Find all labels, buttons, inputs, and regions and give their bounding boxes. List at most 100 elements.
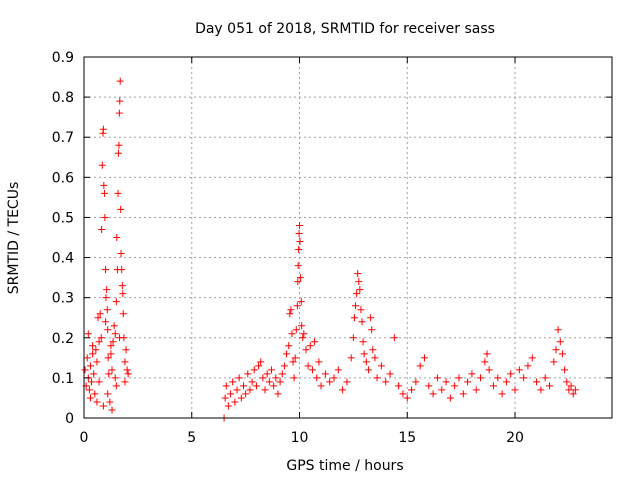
data-point — [108, 366, 116, 374]
data-point — [294, 278, 302, 286]
data-point — [403, 394, 411, 402]
data-point — [235, 374, 243, 382]
data-point — [121, 378, 129, 386]
data-point — [124, 370, 132, 378]
data-point — [498, 390, 506, 398]
data-point — [371, 354, 379, 362]
data-point — [104, 390, 112, 398]
data-point — [569, 390, 577, 398]
data-point — [257, 358, 265, 366]
data-point — [110, 322, 118, 330]
data-point — [358, 318, 366, 326]
y-tick-label: 0.6 — [52, 170, 74, 186]
data-point — [349, 334, 357, 342]
data-point — [103, 286, 111, 294]
data-point — [111, 374, 119, 382]
data-point — [442, 378, 450, 386]
data-point — [239, 382, 247, 390]
data-point — [511, 386, 519, 394]
data-point — [98, 161, 106, 169]
data-point — [293, 302, 301, 310]
data-point — [112, 382, 120, 390]
data-point — [116, 77, 124, 85]
data-point — [546, 382, 554, 390]
data-point — [556, 338, 564, 346]
data-point — [438, 386, 446, 394]
data-point — [524, 362, 532, 370]
data-point — [103, 306, 111, 314]
y-tick-label: 0.7 — [52, 130, 74, 146]
data-point — [295, 229, 303, 237]
data-point — [85, 386, 93, 394]
data-point — [468, 370, 476, 378]
data-point — [477, 374, 485, 382]
data-point — [528, 354, 536, 362]
data-point — [102, 266, 110, 274]
data-point — [446, 394, 454, 402]
y-tick-label: 0.2 — [52, 331, 74, 347]
data-point — [311, 338, 319, 346]
data-point — [104, 326, 112, 334]
data-point — [114, 149, 122, 157]
data-point — [494, 374, 502, 382]
data-point — [100, 189, 108, 197]
data-point — [459, 390, 467, 398]
x-tick-label: 20 — [506, 430, 524, 446]
data-point — [362, 358, 370, 366]
x-tick-label: 5 — [187, 430, 196, 446]
data-point — [297, 274, 305, 282]
data-point — [224, 402, 232, 410]
data-point — [104, 354, 112, 362]
data-point — [550, 358, 558, 366]
data-point — [86, 394, 94, 402]
data-point — [286, 310, 294, 318]
data-point — [95, 338, 103, 346]
data-point — [304, 362, 312, 370]
data-point — [563, 378, 571, 386]
data-point — [313, 374, 321, 382]
data-point — [221, 394, 229, 402]
data-point — [105, 370, 113, 378]
data-point — [552, 346, 560, 354]
data-point — [289, 358, 297, 366]
data-point — [280, 362, 288, 370]
data-point — [233, 386, 241, 394]
data-point — [377, 362, 385, 370]
x-axis-label: GPS time / hours — [286, 458, 403, 474]
data-point — [118, 266, 126, 274]
data-point — [295, 246, 303, 254]
data-point — [334, 366, 342, 374]
data-point — [259, 374, 267, 382]
data-point — [102, 318, 110, 326]
data-point — [297, 298, 305, 306]
data-point — [95, 378, 103, 386]
data-point — [298, 322, 306, 330]
data-point — [107, 342, 115, 350]
data-point — [227, 390, 235, 398]
data-point — [294, 262, 302, 270]
data-point — [108, 406, 116, 414]
data-point — [267, 366, 275, 374]
data-point — [300, 330, 308, 338]
data-point — [283, 350, 291, 358]
data-point — [86, 362, 94, 370]
data-point — [382, 378, 390, 386]
data-point — [93, 398, 101, 406]
data-point — [291, 354, 299, 362]
data-point — [287, 306, 295, 314]
data-point — [330, 374, 338, 382]
data-point — [390, 334, 398, 342]
data-point — [90, 370, 98, 378]
data-point — [317, 382, 325, 390]
data-point — [99, 125, 107, 133]
data-point — [89, 342, 97, 350]
data-point — [290, 374, 298, 382]
data-point — [252, 382, 260, 390]
data-point — [308, 366, 316, 374]
data-point — [425, 382, 433, 390]
data-point — [111, 330, 119, 338]
data-point — [115, 109, 123, 117]
data-point — [229, 378, 237, 386]
data-point — [464, 378, 472, 386]
data-point — [567, 382, 575, 390]
